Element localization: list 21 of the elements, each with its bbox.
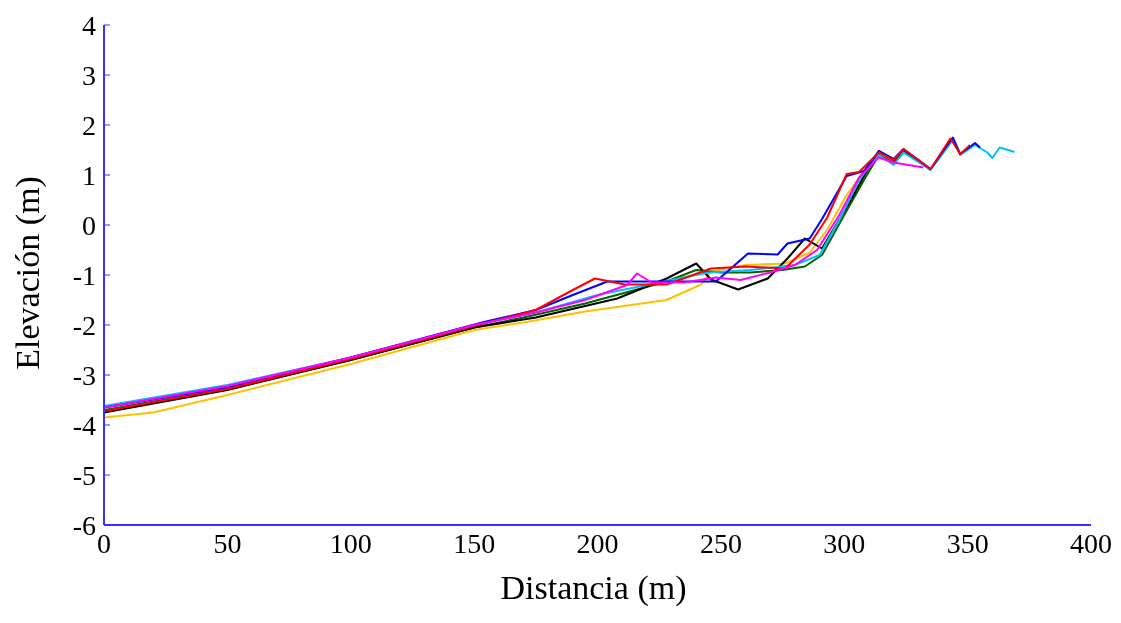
x-tick-label: 50 — [213, 527, 242, 559]
y-tick-label: -6 — [72, 509, 96, 541]
x-tick-label: 200 — [576, 527, 619, 559]
x-tick-label: 150 — [453, 527, 496, 559]
x-tick-label: 250 — [699, 527, 742, 559]
y-tick-label: 3 — [82, 59, 96, 91]
y-tick-label: 0 — [82, 209, 96, 241]
x-tick-label: 350 — [946, 527, 989, 559]
y-tick-label: 1 — [82, 159, 96, 191]
x-tick-label: 100 — [329, 527, 372, 559]
x-axis-title: Distancia (m) — [499, 568, 688, 608]
y-tick-label: -4 — [72, 409, 96, 441]
y-tick-label: -3 — [72, 359, 96, 391]
y-axis-title: Elevación (m) — [8, 176, 47, 370]
x-tick-label: 400 — [1070, 527, 1112, 559]
y-tick-label: -1 — [72, 259, 96, 291]
y-tick-label: -2 — [72, 309, 96, 341]
y-tick-label: 2 — [82, 109, 96, 141]
y-tick-label: -5 — [72, 459, 96, 491]
y-tick-label: 4 — [82, 9, 96, 41]
x-tick-label: 300 — [823, 527, 866, 559]
